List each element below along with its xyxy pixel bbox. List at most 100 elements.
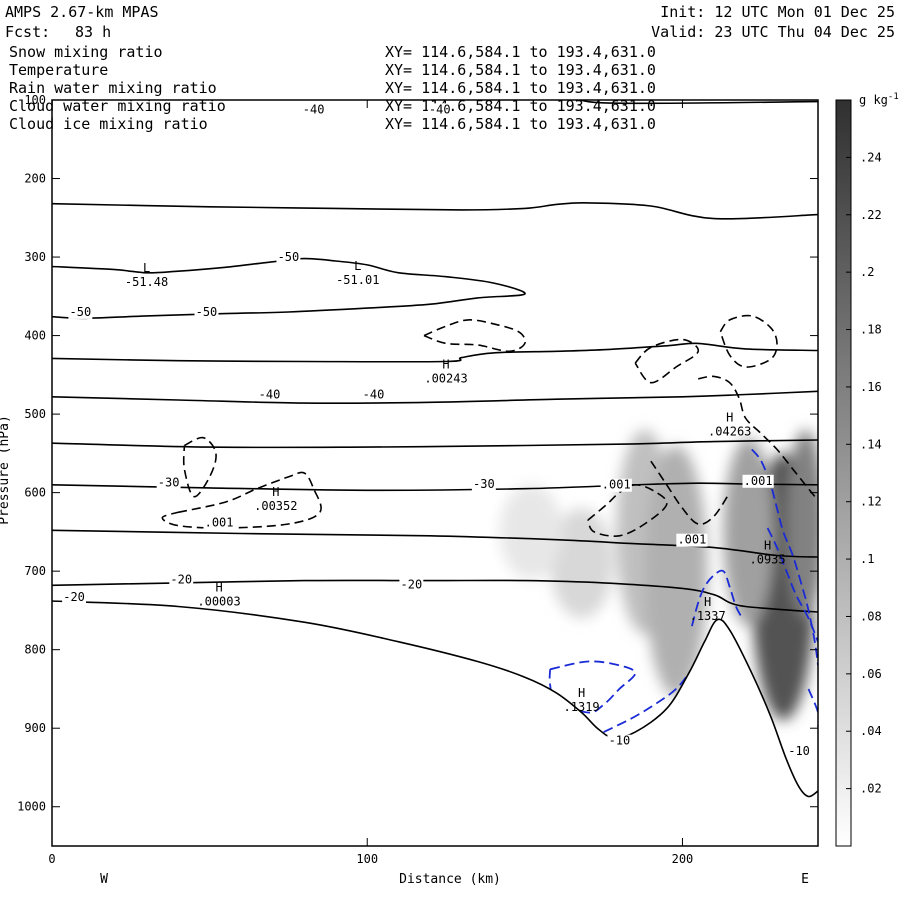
x-axis-title: Distance (km) xyxy=(399,872,501,887)
label-background xyxy=(607,734,632,748)
extremum-value: -51.01 xyxy=(336,273,379,287)
cloud-water-contour xyxy=(807,688,818,729)
label-background xyxy=(257,388,282,402)
high-marker: H xyxy=(578,686,585,700)
colorbar-tick-label: .24 xyxy=(860,150,882,164)
label-background xyxy=(787,744,812,758)
y-axis-title: Pressure (hPa) xyxy=(0,415,12,525)
temperature-label: -10 xyxy=(609,734,631,748)
temperature-label: -10 xyxy=(788,744,810,758)
extremum-value: .00003 xyxy=(197,595,240,609)
legend-field-coords: XY= 114.6,584.1 to 193.4,631.0 xyxy=(385,43,656,61)
x-tick-label: 100 xyxy=(356,852,378,866)
colorbar-tick-label: .2 xyxy=(860,265,874,279)
temperature-contour xyxy=(52,390,818,405)
y-tick-label: 100 xyxy=(24,93,46,107)
temperature-contour xyxy=(52,529,818,558)
high-marker: H xyxy=(704,595,711,609)
plot-area: -40 -40 -50 -50 -50 -40 -40 -30 -30 -20 -20 -20 -10 -… xyxy=(52,100,818,846)
label-background xyxy=(427,103,452,117)
high-marker: H xyxy=(215,581,222,595)
cloud-ice-contour xyxy=(423,319,527,353)
colorbar-tick-label: .18 xyxy=(860,323,882,337)
y-tick-label: 1000 xyxy=(17,800,46,814)
label-background xyxy=(203,516,235,530)
label-background xyxy=(301,103,326,117)
y-tick-label: 400 xyxy=(24,329,46,343)
label-background xyxy=(471,477,496,491)
extremum-value: .00352 xyxy=(254,499,297,513)
temperature-contour xyxy=(577,100,818,105)
cloud-water-contour xyxy=(766,527,818,643)
colorbar-tick-label: .16 xyxy=(860,380,882,394)
colorbar-tick-label: .14 xyxy=(860,437,882,451)
cloud-ice-contour xyxy=(161,471,322,529)
east-label: E xyxy=(801,872,809,887)
below-ground-mask xyxy=(52,601,818,846)
cloud-ice-contour xyxy=(587,483,668,537)
temperature-label: -20 xyxy=(401,577,423,591)
y-tick-label: 200 xyxy=(24,172,46,186)
temperature-contours xyxy=(52,100,818,613)
temperature-contour xyxy=(52,342,818,363)
terrain-contour xyxy=(52,600,818,798)
y-tick-label: 500 xyxy=(24,407,46,421)
colorbar-gradient xyxy=(835,99,852,847)
colorbar-tick-label: .12 xyxy=(860,495,882,509)
ice-value-label: .001 xyxy=(602,478,631,492)
low-marker: L xyxy=(143,261,150,275)
colorbar-tick-label: .06 xyxy=(860,667,882,681)
extremum-value: .1337 xyxy=(690,609,726,623)
temperature-label: -20 xyxy=(170,573,192,587)
temperature-label: -30 xyxy=(158,475,180,489)
cloud-ice-contour xyxy=(719,314,778,368)
colorbar: g kg-1 .02 .04 .06 .08 .1 .12 .14 .16 .18 .2 .22 .2… xyxy=(835,92,899,847)
west-label: W xyxy=(100,872,108,887)
temperature-contour xyxy=(52,257,526,320)
legend-field-name: Cloud water mixing ratio xyxy=(9,97,226,115)
colorbar-unit: g kg-1 xyxy=(859,92,899,107)
label-background xyxy=(68,305,93,319)
high-marker: H xyxy=(442,358,449,372)
extremum-value: .04263 xyxy=(708,424,751,438)
legend-field-coords: XY= 114.6,584.1 to 193.4,631.0 xyxy=(385,61,656,79)
cloud-ice-contours xyxy=(161,314,818,537)
temperature-label: -40 xyxy=(259,387,281,401)
cloud-ice-contour xyxy=(650,460,731,526)
colorbar-tick-label: .02 xyxy=(860,782,882,796)
label-background xyxy=(169,573,194,587)
cloud-ice-contour xyxy=(698,375,818,501)
label-background xyxy=(194,305,219,319)
label-background xyxy=(361,388,386,402)
field-legend: Snow mixing ratio XY= 114.6,584.1 to 193.… xyxy=(9,43,656,133)
x-tick-label: 0 xyxy=(48,852,55,866)
terrain-line xyxy=(52,600,818,846)
colorbar-tick-label: .08 xyxy=(860,609,882,623)
y-tick-label: 700 xyxy=(24,564,46,578)
ice-value-label: .001 xyxy=(744,474,773,488)
ice-value-label: .001 xyxy=(677,533,706,547)
extremum-value: -51.48 xyxy=(125,275,168,289)
label-background xyxy=(742,474,774,488)
plot-frame xyxy=(51,99,819,847)
low-marker: L xyxy=(354,259,361,273)
snow-area xyxy=(644,445,708,697)
temperature-label: -50 xyxy=(278,250,300,264)
temperature-label: -50 xyxy=(196,305,218,319)
y-axis: 100 200 300 400 500 600 700 800 900 1000 xyxy=(17,93,818,814)
extremum-value: .1319 xyxy=(564,700,600,714)
temperature-label: -40 xyxy=(429,102,451,116)
high-marker: H xyxy=(764,538,771,552)
label-background xyxy=(62,590,87,604)
label-background xyxy=(676,533,708,547)
init-time: Init: 12 UTC Mon 01 Dec 25 xyxy=(660,3,895,21)
extremum-value: .00243 xyxy=(424,372,467,386)
legend-field-coords: XY= 114.6,584.1 to 193.4,631.0 xyxy=(385,115,656,133)
snow-area xyxy=(550,508,614,619)
colorbar-tick-label: .22 xyxy=(860,208,882,222)
temperature-label: -40 xyxy=(363,387,385,401)
x-axis: 0 100 200 xyxy=(48,100,693,866)
extremum-value: .0935 xyxy=(750,552,786,566)
legend-field-name: Rain water mixing ratio xyxy=(9,79,217,97)
